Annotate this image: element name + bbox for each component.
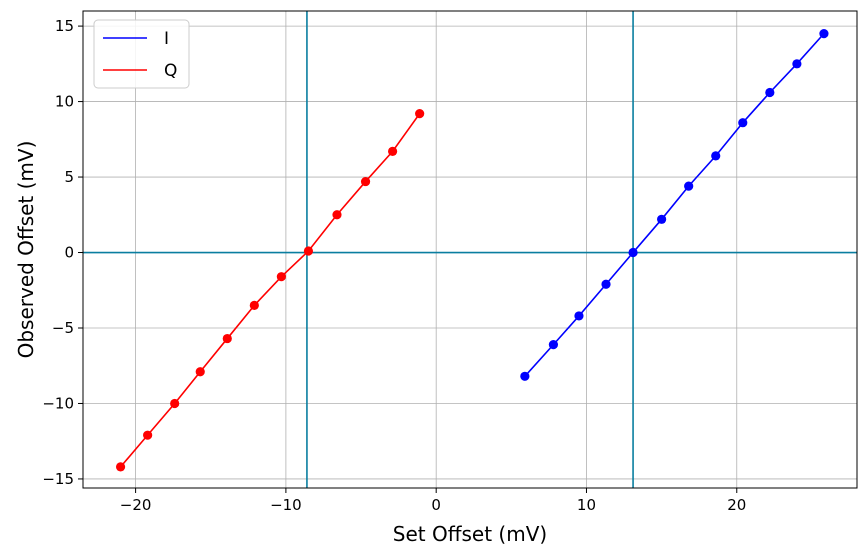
x-tick-label: 0 <box>431 496 441 514</box>
data-point-q <box>360 176 371 187</box>
y-tick-label: −15 <box>42 470 74 488</box>
y-tick-label: 5 <box>64 168 74 186</box>
x-tick-label: −10 <box>270 496 302 514</box>
data-point-q <box>115 462 126 472</box>
x-axis-ticks: −20 −10 0 10 20 <box>120 488 746 514</box>
series-layer <box>115 29 829 472</box>
reference-lines <box>83 11 857 488</box>
series-line-i <box>524 33 825 377</box>
data-point-q <box>143 430 153 440</box>
y-axis-ticks: −15 −10 −5 0 5 10 15 <box>42 17 83 488</box>
data-point-i <box>711 151 721 161</box>
series-i <box>520 29 829 381</box>
y-tick-label: 0 <box>64 244 74 262</box>
legend: IQ <box>93 19 190 89</box>
data-point-i <box>548 339 559 350</box>
x-tick-label: −20 <box>120 496 152 514</box>
x-tick-label: 10 <box>577 496 596 514</box>
series-q <box>115 109 425 472</box>
data-point-q <box>222 333 232 344</box>
data-point-i <box>520 371 530 381</box>
data-point-i <box>657 214 667 224</box>
data-point-q <box>195 367 205 377</box>
data-point-i <box>628 247 638 258</box>
data-point-i <box>792 59 802 69</box>
data-point-i <box>819 29 829 39</box>
data-point-i <box>601 279 611 289</box>
data-point-i <box>738 118 748 128</box>
data-point-q <box>415 109 425 119</box>
y-tick-label: 10 <box>55 93 74 111</box>
data-point-q <box>388 146 398 156</box>
data-point-q <box>276 272 286 282</box>
x-axis-label: Set Offset (mV) <box>393 522 547 546</box>
legend-label-q: Q <box>164 61 177 81</box>
legend-label-i: I <box>164 29 169 49</box>
series-line-q <box>119 113 421 468</box>
plot-frame <box>82 10 858 489</box>
data-point-q <box>170 398 180 409</box>
data-point-q <box>303 246 314 256</box>
legend-box <box>93 19 190 89</box>
data-point-i <box>574 311 584 321</box>
data-point-q <box>332 210 342 220</box>
data-point-q <box>249 300 259 310</box>
y-tick-label: 15 <box>55 17 74 35</box>
data-point-i <box>765 87 775 98</box>
y-tick-label: −10 <box>42 394 74 412</box>
x-tick-label: 20 <box>727 496 746 514</box>
grid <box>83 11 857 488</box>
y-tick-label: −5 <box>52 319 74 337</box>
data-point-i <box>684 181 694 191</box>
y-axis-label: Observed Offset (mV) <box>14 141 38 359</box>
